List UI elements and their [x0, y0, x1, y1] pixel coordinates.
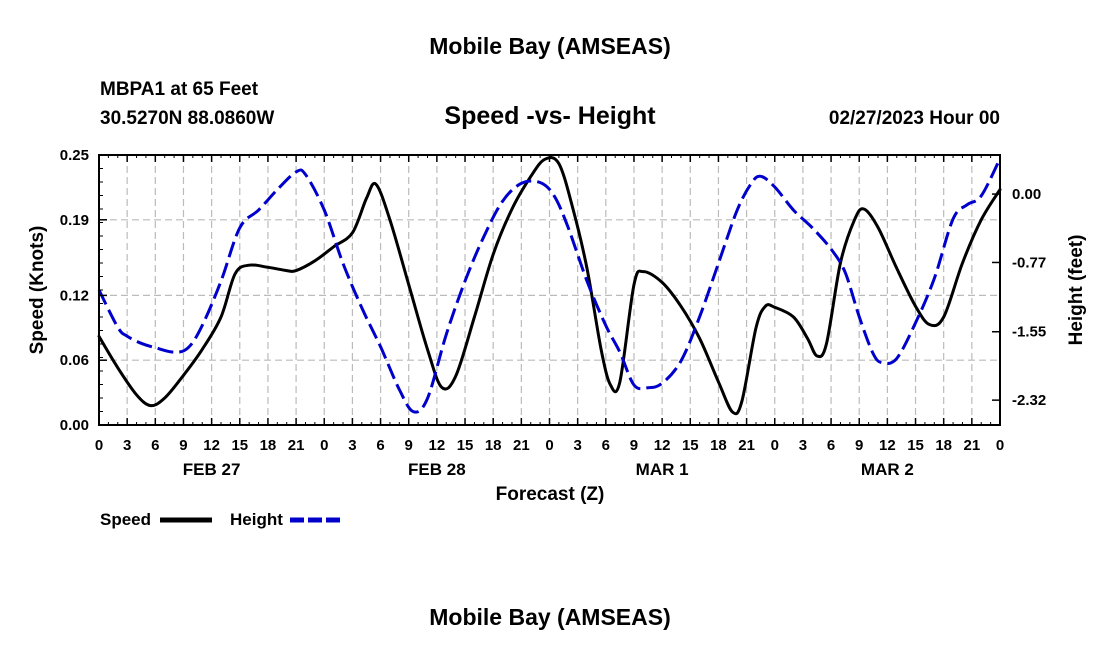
- x-tick-label: 6: [151, 437, 159, 454]
- y-right-tick-label: -2.32: [1012, 392, 1046, 409]
- x-tick-label: 18: [260, 437, 277, 454]
- grid: [99, 155, 1000, 425]
- x-tick-label: 15: [457, 437, 474, 454]
- y-left-tick-label: 0.19: [60, 212, 89, 229]
- y-left-tick-label: 0.06: [60, 352, 89, 369]
- x-tick-label: 9: [405, 437, 413, 454]
- chart-bottom-title: Mobile Bay (AMSEAS): [429, 604, 671, 630]
- x-tick-label: 6: [376, 437, 384, 454]
- x-tick-label: 0: [320, 437, 328, 454]
- y-left-tick-label: 0.00: [60, 417, 89, 434]
- x-axis-label: Forecast (Z): [496, 484, 605, 505]
- chart-top-title: Mobile Bay (AMSEAS): [429, 33, 671, 59]
- x-tick-label: 3: [123, 437, 131, 454]
- x-tick-label: 15: [231, 437, 248, 454]
- x-tick-label: 0: [95, 437, 103, 454]
- x-tick-label: 9: [630, 437, 638, 454]
- series-layer: [97, 156, 1002, 416]
- x-tick-label: 6: [602, 437, 610, 454]
- x-tick-label: 18: [485, 437, 502, 454]
- x-tick-label: 0: [996, 437, 1004, 454]
- y-right-tick-label: 0.00: [1012, 186, 1041, 203]
- y-left-tick-label: 0.12: [60, 287, 89, 304]
- x-tick-label: 0: [771, 437, 779, 454]
- date-label: FEB 27: [183, 460, 241, 479]
- x-tick-label: 15: [907, 437, 924, 454]
- y-axis-left-label: Speed (Knots): [27, 226, 48, 355]
- x-tick-label: 21: [288, 437, 305, 454]
- x-tick-label: 18: [935, 437, 952, 454]
- height-line: [97, 157, 1002, 414]
- y-right-tick-label: -1.55: [1012, 324, 1046, 341]
- x-tick-label: 12: [429, 437, 446, 454]
- x-tick-label: 15: [682, 437, 699, 454]
- x-tick-label: 3: [573, 437, 581, 454]
- date-label: MAR 1: [636, 460, 689, 479]
- legend-speed-label: Speed: [100, 510, 151, 529]
- legend-height-label: Height: [230, 510, 283, 529]
- y-right-tick-label: -0.77: [1012, 254, 1046, 271]
- x-tick-label: 21: [738, 437, 755, 454]
- y-axis-right-label: Height (feet): [1066, 235, 1087, 346]
- plot-title: Speed -vs- Height: [444, 102, 656, 130]
- x-tick-label: 3: [799, 437, 807, 454]
- x-tick-label: 12: [654, 437, 671, 454]
- location-label: 30.5270N 88.0860W: [100, 108, 274, 129]
- x-tick-label: 9: [179, 437, 187, 454]
- date-label: MAR 2: [861, 460, 914, 479]
- x-tick-label: 0: [545, 437, 553, 454]
- x-tick-label: 21: [964, 437, 981, 454]
- x-tick-label: 9: [855, 437, 863, 454]
- x-tick-label: 3: [348, 437, 356, 454]
- x-tick-label: 12: [203, 437, 220, 454]
- date-label: FEB 28: [408, 460, 466, 479]
- x-tick-label: 18: [710, 437, 727, 454]
- speed-line: [97, 156, 1002, 416]
- legend: Speed Height: [100, 510, 342, 529]
- x-tick-label: 6: [827, 437, 835, 454]
- station-label: MBPA1 at 65 Feet: [100, 79, 259, 100]
- datetime-label: 02/27/2023 Hour 00: [829, 108, 1000, 129]
- x-tick-label: 21: [513, 437, 530, 454]
- y-left-tick-label: 0.25: [60, 147, 89, 164]
- axes: 0 3 6 9 12 15 18 21 0 3 6 9 12 15 18 21 0 3 6 9 12 15 18 21 0 3 6 9…: [60, 147, 1046, 479]
- x-tick-label: 12: [879, 437, 896, 454]
